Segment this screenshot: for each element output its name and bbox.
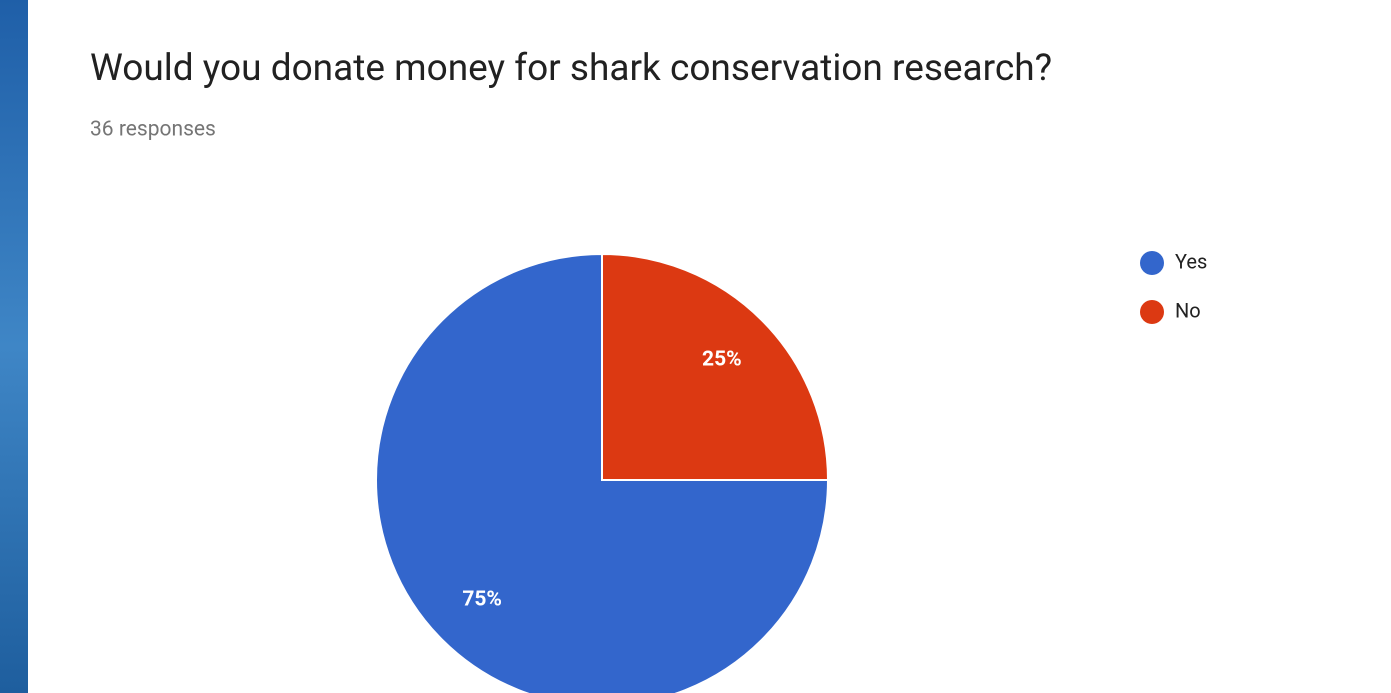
legend-label: No <box>1175 298 1201 322</box>
slice-label: 75% <box>462 587 502 611</box>
legend-swatch <box>1140 300 1164 324</box>
pie-slice <box>601 252 830 481</box>
legend-swatch <box>1140 251 1164 275</box>
chart-title: Would you donate money for shark conserv… <box>90 47 1052 90</box>
slice-label: 25% <box>702 348 742 372</box>
side-strip <box>0 0 28 693</box>
chart-subtitle: 36 responses <box>90 118 216 142</box>
legend-label: Yes <box>1175 249 1207 273</box>
pie-slice <box>375 252 830 693</box>
